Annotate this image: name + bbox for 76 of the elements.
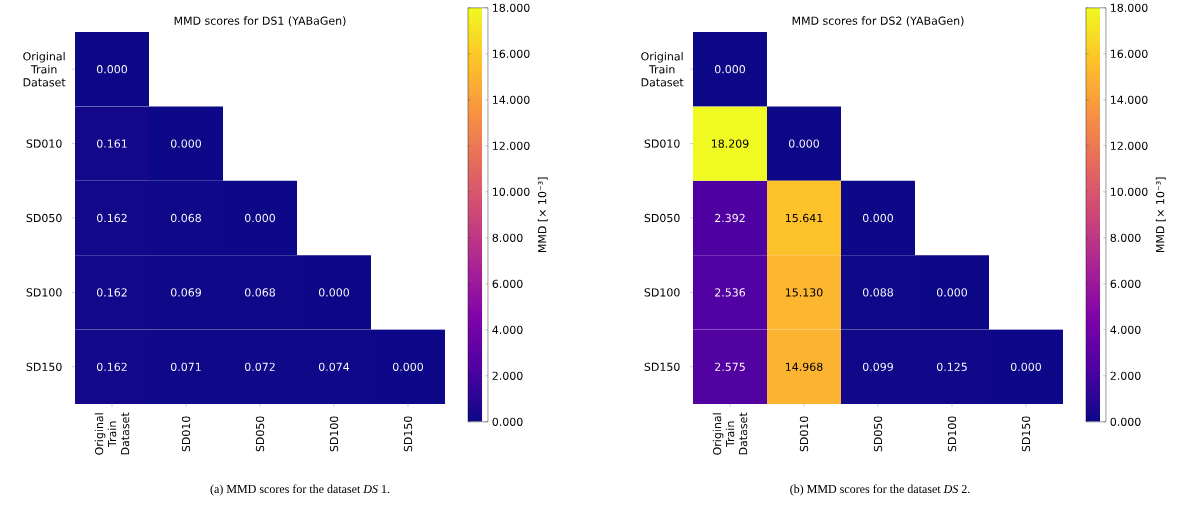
x-tick-label: SD150 — [403, 416, 413, 452]
color-bar-label: 4.000 — [492, 325, 523, 334]
color-bar-label: 14.000 — [1111, 95, 1148, 104]
data-label: 0.000 — [244, 213, 275, 223]
data-label: 0.000 — [936, 288, 967, 297]
data-label: 14.968 — [785, 362, 823, 371]
color-bar-label: 6.000 — [492, 279, 523, 288]
text: (a) MMD scores for the dataset DS 1. — [210, 484, 390, 496]
color-bar-label: 12.000 — [1111, 141, 1148, 150]
data-label: 0.000 — [714, 65, 745, 74]
color-bar-label: 10.000 — [1111, 187, 1148, 196]
data-label: 0.161 — [96, 139, 127, 148]
data-label: 0.125 — [936, 362, 967, 371]
x-tick-label: SD150 — [1021, 416, 1031, 452]
data-label: 0.071 — [170, 362, 201, 371]
data-label: 0.000 — [788, 139, 819, 148]
color-bar-label: 8.000 — [492, 233, 523, 242]
data-label: 0.088 — [862, 288, 893, 297]
color-bar-title: MMD [× 10⁻³] — [1155, 177, 1166, 252]
x-tick-label: Original Train Dataset — [94, 412, 130, 455]
color-bar-label: 14.000 — [493, 95, 530, 104]
data-label: 0.000 — [96, 65, 128, 74]
y-tick-label: SD010 — [644, 139, 680, 148]
data-label: 15.130 — [785, 288, 823, 297]
color-bar-label: 2.000 — [1110, 371, 1141, 380]
data-label: 0.162 — [96, 288, 127, 297]
data-label: 0.162 — [96, 213, 127, 223]
data-label: 2.536 — [715, 288, 746, 297]
color-bar-label: 16.000 — [1111, 49, 1148, 58]
x-tick-label: SD050 — [255, 416, 265, 452]
color-bar-title: MMD [× 10⁻³] — [537, 177, 548, 252]
y-tick-label: SD050 — [26, 213, 62, 223]
data-label: 0.000 — [392, 362, 423, 371]
y-tick-label: SD050 — [644, 213, 680, 223]
y-tick-label: Original Train Dataset — [23, 51, 66, 87]
x-tick-label: SD100 — [329, 416, 339, 452]
data-label: 0.099 — [862, 362, 893, 371]
data-label: 0.068 — [170, 213, 201, 223]
data-label: 0.069 — [170, 288, 201, 297]
data-label: 2.575 — [715, 362, 745, 371]
color-bar-label: 10.000 — [493, 187, 530, 196]
color-bar-label: 16.000 — [493, 49, 530, 58]
color-bar-label: 4.000 — [1110, 325, 1141, 334]
chart-title: MMD scores for DS2 (YABaGen) — [792, 16, 964, 27]
color-bar-label: 18.000 — [493, 3, 530, 12]
data-label: 0.000 — [862, 213, 893, 223]
color-bar-label: 2.000 — [492, 371, 523, 380]
x-tick-label: SD010 — [181, 416, 191, 452]
data-label: 0.162 — [96, 362, 127, 371]
data-label: 2.392 — [715, 213, 745, 223]
data-label: 0.068 — [244, 288, 275, 297]
y-tick-label: SD150 — [644, 362, 680, 371]
data-label: 18.209 — [711, 139, 749, 148]
y-tick-label: SD010 — [26, 139, 62, 148]
x-tick-label: Original Train Dataset — [712, 412, 748, 455]
color-bar-label: 0.000 — [492, 417, 523, 426]
x-tick-label: SD050 — [873, 416, 883, 452]
data-label: 0.000 — [1010, 362, 1041, 371]
text: (b) MMD scores for the dataset DS 2. — [790, 484, 970, 496]
color-bar-label: 6.000 — [1110, 279, 1141, 288]
chart-title: MMD scores for DS1 (YABaGen) — [174, 16, 346, 27]
y-tick-label: SD150 — [26, 362, 62, 371]
color-bar-label: 18.000 — [1111, 3, 1148, 12]
y-tick-label: SD100 — [26, 288, 62, 297]
color-bar-label: 12.000 — [493, 141, 530, 150]
color-bar-label: 8.000 — [1110, 233, 1141, 242]
y-tick-label: Original Train Dataset — [641, 51, 684, 87]
data-label: 0.000 — [318, 288, 349, 297]
x-tick-label: SD010 — [799, 416, 809, 452]
y-tick-label: SD100 — [644, 288, 680, 297]
x-tick-label: SD100 — [947, 416, 957, 452]
data-label: 0.074 — [318, 362, 350, 371]
data-label: 0.072 — [244, 362, 275, 371]
data-label: 0.000 — [170, 139, 202, 148]
color-bar-label: 0.000 — [1110, 417, 1141, 426]
data-label: 15.641 — [785, 213, 823, 223]
